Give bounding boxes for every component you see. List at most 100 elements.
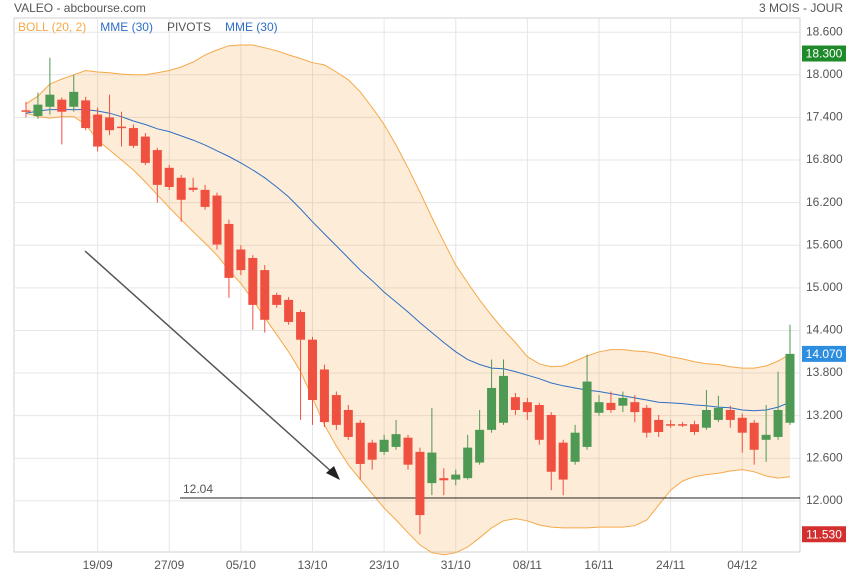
candle-body xyxy=(248,258,258,305)
candle-body xyxy=(140,136,150,163)
candle-body xyxy=(630,402,640,413)
candle-body xyxy=(69,91,79,107)
chart-layer: 18.600 18.000 17.400 16.800 16.200 15.600 15.0… xyxy=(14,18,846,572)
candle-body xyxy=(522,402,532,413)
candle-body xyxy=(212,195,222,245)
candle-body xyxy=(117,126,126,129)
candle-body xyxy=(534,405,544,440)
x-tick-label: 16/11 xyxy=(584,558,613,572)
candle-body xyxy=(331,395,341,425)
band-line xyxy=(25,44,791,369)
candle-body xyxy=(606,402,616,410)
candle-body xyxy=(415,451,425,516)
x-tick-label: 27/09 xyxy=(154,558,184,572)
legend-item: BOLL (20, 2) xyxy=(18,20,86,34)
price-badge-label: 18.300 xyxy=(806,47,843,61)
y-tick-label: 14.400 xyxy=(806,323,843,337)
candle-body xyxy=(128,128,138,146)
price-badge-label: 11.530 xyxy=(806,527,842,541)
candle-body xyxy=(487,387,497,430)
candle-body xyxy=(93,114,103,147)
candle-body xyxy=(379,439,389,452)
legend-item: MME (30) xyxy=(100,20,153,34)
candle-body xyxy=(690,424,699,432)
mme-line xyxy=(25,109,791,412)
price-badge xyxy=(802,45,846,62)
x-tick-label: 31/10 xyxy=(441,558,471,572)
candle-body xyxy=(701,409,711,428)
y-tick-label: 15.000 xyxy=(806,280,843,294)
band-fill xyxy=(26,45,790,555)
y-tick-label: 12.000 xyxy=(806,493,843,507)
candle-body xyxy=(618,397,628,406)
pivot-label: 12.04 xyxy=(183,482,213,496)
candle-body xyxy=(391,434,401,447)
legend-item: MME (30) xyxy=(225,20,278,34)
candle-body xyxy=(21,110,31,112)
candle-body xyxy=(558,442,568,480)
candle-body xyxy=(236,249,246,271)
candle-body xyxy=(582,381,592,447)
x-tick-label: 08/11 xyxy=(513,558,542,572)
candle-body xyxy=(451,474,461,480)
y-tick-label: 17.400 xyxy=(806,110,843,124)
candle-body xyxy=(188,187,198,190)
price-badge xyxy=(802,526,846,543)
candle-body xyxy=(343,409,353,437)
candle-body xyxy=(761,434,771,440)
candle-body xyxy=(773,409,783,437)
x-tick-label: 23/10 xyxy=(369,558,399,572)
price-badge-label: 14.070 xyxy=(806,347,843,361)
candle-body xyxy=(355,422,365,464)
price-badge xyxy=(802,345,846,362)
candle-body xyxy=(164,167,174,188)
candle-body xyxy=(367,442,377,460)
candle-body xyxy=(57,99,67,112)
x-tick-label: 19/09 xyxy=(83,558,113,572)
candle-body xyxy=(260,270,270,320)
candle-body xyxy=(200,189,210,207)
candle-body xyxy=(666,424,676,426)
trend-arrow xyxy=(84,250,334,474)
candle-body xyxy=(654,419,664,432)
x-tick-label: 04/12 xyxy=(727,558,757,572)
candle-body xyxy=(546,414,556,472)
candle-body xyxy=(463,447,473,479)
y-tick-label: 16.800 xyxy=(806,152,843,166)
x-tick-label: 13/10 xyxy=(297,558,327,572)
candle-body xyxy=(642,407,652,433)
candle-body xyxy=(749,422,759,450)
chart-title: VALEO - abcbourse.com xyxy=(14,1,146,15)
candle-body xyxy=(152,150,162,185)
y-tick-label: 13.200 xyxy=(806,408,843,422)
candle-body xyxy=(427,452,437,484)
candle-body xyxy=(570,432,580,462)
candle-body xyxy=(176,177,186,200)
y-tick-label: 12.600 xyxy=(806,450,843,464)
x-tick-label: 05/10 xyxy=(226,558,256,572)
y-tick-label: 13.800 xyxy=(806,365,843,379)
candle-body xyxy=(499,375,508,423)
y-tick-label: 15.600 xyxy=(806,237,843,251)
candle-body xyxy=(678,424,688,426)
candle-body xyxy=(785,353,795,423)
y-tick-label: 16.200 xyxy=(806,195,843,209)
candle-body xyxy=(284,299,294,322)
candle-body xyxy=(737,417,747,433)
candle-body xyxy=(105,117,115,131)
legend-item: PIVOTS xyxy=(167,20,211,34)
x-tick-label: 24/11 xyxy=(656,558,685,572)
candle-body xyxy=(45,94,55,107)
candle-body xyxy=(296,311,306,340)
y-tick-label: 18.000 xyxy=(806,67,843,81)
candle-body xyxy=(224,223,234,278)
candle-body xyxy=(81,100,91,129)
candle-body xyxy=(308,339,317,401)
candle-body xyxy=(33,104,43,116)
candle-body xyxy=(319,369,329,423)
candle-body xyxy=(475,429,485,463)
period-label: 3 MOIS - JOUR xyxy=(759,1,843,15)
candle-body xyxy=(439,478,449,481)
